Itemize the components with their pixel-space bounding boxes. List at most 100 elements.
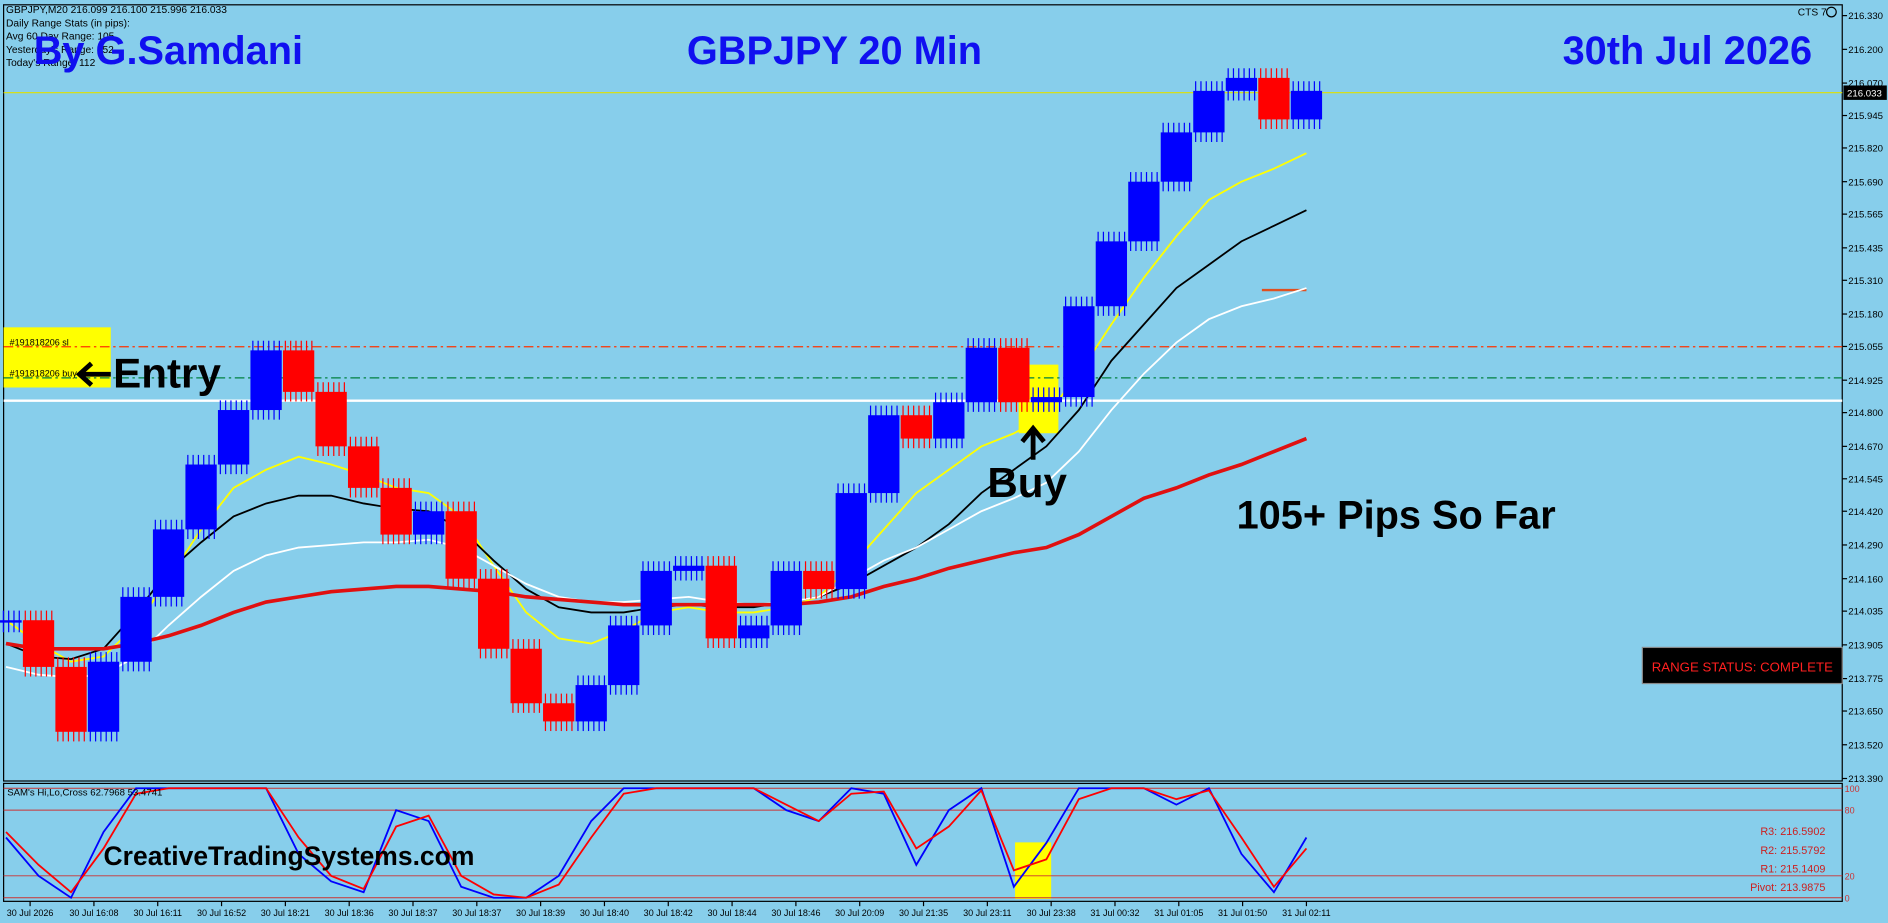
y-tick-label: 215.945 <box>1848 111 1883 122</box>
y-tick-label: 215.310 <box>1848 276 1883 287</box>
buy-arrow <box>1020 424 1046 460</box>
price-bar <box>1258 77 1290 120</box>
x-tick-label: 30 Jul 16:11 <box>133 908 181 918</box>
oscillator-tick-label: 0 <box>1845 893 1850 903</box>
price-bar <box>640 570 672 626</box>
price-bar <box>575 685 607 722</box>
x-tick-label: 31 Jul 02:11 <box>1282 908 1330 918</box>
date: 30th Jul 2026 <box>1563 29 1813 73</box>
price-bar <box>315 391 347 447</box>
price-bar <box>185 464 217 530</box>
price-bar <box>1290 90 1323 120</box>
oscillator-highlight <box>1015 842 1052 899</box>
price-bar <box>900 415 932 439</box>
range-status: RANGE STATUS: COMPLETE <box>1652 659 1833 674</box>
x-tick-label: 30 Jul 18:39 <box>516 908 565 918</box>
oscillator-tick-label: 80 <box>1845 806 1855 816</box>
oscillator-title: SAM's Hi,Lo,Cross 62.7968 53.4741 <box>7 787 162 798</box>
order-label: #191818206 sl <box>10 337 69 347</box>
price-bar <box>22 620 55 667</box>
x-tick-label: 30 Jul 18:37 <box>452 908 501 918</box>
x-tick-label: 30 Jul 18:46 <box>771 908 820 918</box>
price-bar <box>835 493 867 590</box>
price-bar <box>705 565 737 639</box>
price-bar <box>120 596 152 662</box>
y-tick-label: 215.180 <box>1848 310 1883 321</box>
entry-arrow <box>75 361 111 387</box>
author: By G.Samdani <box>34 29 303 73</box>
price-bar <box>1128 181 1160 242</box>
x-tick-label: 30 Jul 21:35 <box>899 908 948 918</box>
x-tick-label: 30 Jul 18:21 <box>261 908 310 918</box>
price-bar <box>543 703 575 722</box>
price-bar <box>1063 306 1095 398</box>
entry-label: Entry <box>113 350 221 397</box>
price-bar <box>770 570 802 626</box>
y-tick-label: 214.290 <box>1848 541 1883 552</box>
current-price-label: 216.033 <box>1847 88 1882 99</box>
info-line: Today's Range: 112 <box>6 58 96 69</box>
x-tick-label: 30 Jul 16:08 <box>69 908 118 918</box>
y-tick-label: 216.330 <box>1848 11 1883 22</box>
y-tick-label: 215.055 <box>1848 342 1883 353</box>
price-frame <box>3 4 1843 782</box>
price-bar <box>608 625 640 686</box>
x-tick-label: 30 Jul 18:40 <box>580 908 629 918</box>
x-tick-label: 30 Jul 18:37 <box>388 908 437 918</box>
price-bar <box>673 565 705 571</box>
y-tick-label: 216.200 <box>1848 45 1883 56</box>
price-bar <box>1095 241 1128 307</box>
price-bar <box>1030 397 1062 403</box>
y-tick-label: 214.035 <box>1848 607 1883 618</box>
platform-icon <box>1825 6 1837 18</box>
y-tick-label: 214.545 <box>1848 474 1883 485</box>
price-bar <box>217 410 250 465</box>
price-bar <box>1193 90 1225 133</box>
y-tick-label: 214.925 <box>1848 376 1883 387</box>
oscillator-line <box>5 787 1308 899</box>
y-tick-label: 214.800 <box>1848 408 1883 419</box>
price-bar <box>250 350 282 411</box>
info-line: Avg 60 Day Range: 105 <box>6 32 115 43</box>
price-bar <box>510 648 542 704</box>
price-bar <box>413 511 445 535</box>
range-status-box <box>1641 646 1843 685</box>
price-bar <box>998 347 1030 403</box>
info-line: Yesterday's Range: 152 <box>6 45 114 56</box>
y-tick-label: 215.565 <box>1848 210 1883 221</box>
buy-label: Buy <box>987 459 1067 506</box>
price-bar <box>965 347 997 403</box>
pivot-label: R3: 216.5902 <box>1760 826 1825 838</box>
info-line: Daily Range Stats (in pips): <box>6 18 130 29</box>
price-bar <box>478 578 510 649</box>
price-bar <box>0 620 22 623</box>
y-tick-label: 215.435 <box>1848 243 1883 254</box>
price-bar <box>933 402 965 439</box>
x-tick-label: 30 Jul 18:42 <box>644 908 693 918</box>
y-tick-label: 215.690 <box>1848 177 1883 188</box>
plot-layer: 213.390 213.520 213.650 213.775 213.905 214.0… <box>0 11 1887 918</box>
price-bar <box>347 446 380 488</box>
pivot-label: Pivot: 213.9875 <box>1750 882 1825 894</box>
price-bar <box>87 661 120 732</box>
price-bar <box>868 415 900 494</box>
x-tick-label: 30 Jul 2026 <box>7 908 54 918</box>
header: GBPJPY,M20 216.099 216.100 215.996 216.0… <box>6 5 227 16</box>
oscillator-tick-label: 20 <box>1845 871 1855 881</box>
x-tick-label: 30 Jul 18:36 <box>325 908 374 918</box>
pivot-label: R2: 215.5792 <box>1760 845 1825 857</box>
y-tick-label: 215.820 <box>1848 144 1883 155</box>
price-bar <box>152 529 185 597</box>
current-price-tag <box>1843 85 1887 100</box>
pips-label: 105+ Pips So Far <box>1237 493 1556 537</box>
x-tick-label: 30 Jul 23:11 <box>963 908 1011 918</box>
price-bar <box>282 350 315 392</box>
y-tick-label: 213.390 <box>1848 774 1883 785</box>
price-bar <box>1160 132 1193 182</box>
price-bar <box>738 625 770 639</box>
y-tick-label: 214.670 <box>1848 442 1883 453</box>
oscillator-tick-label: 100 <box>1845 784 1860 794</box>
